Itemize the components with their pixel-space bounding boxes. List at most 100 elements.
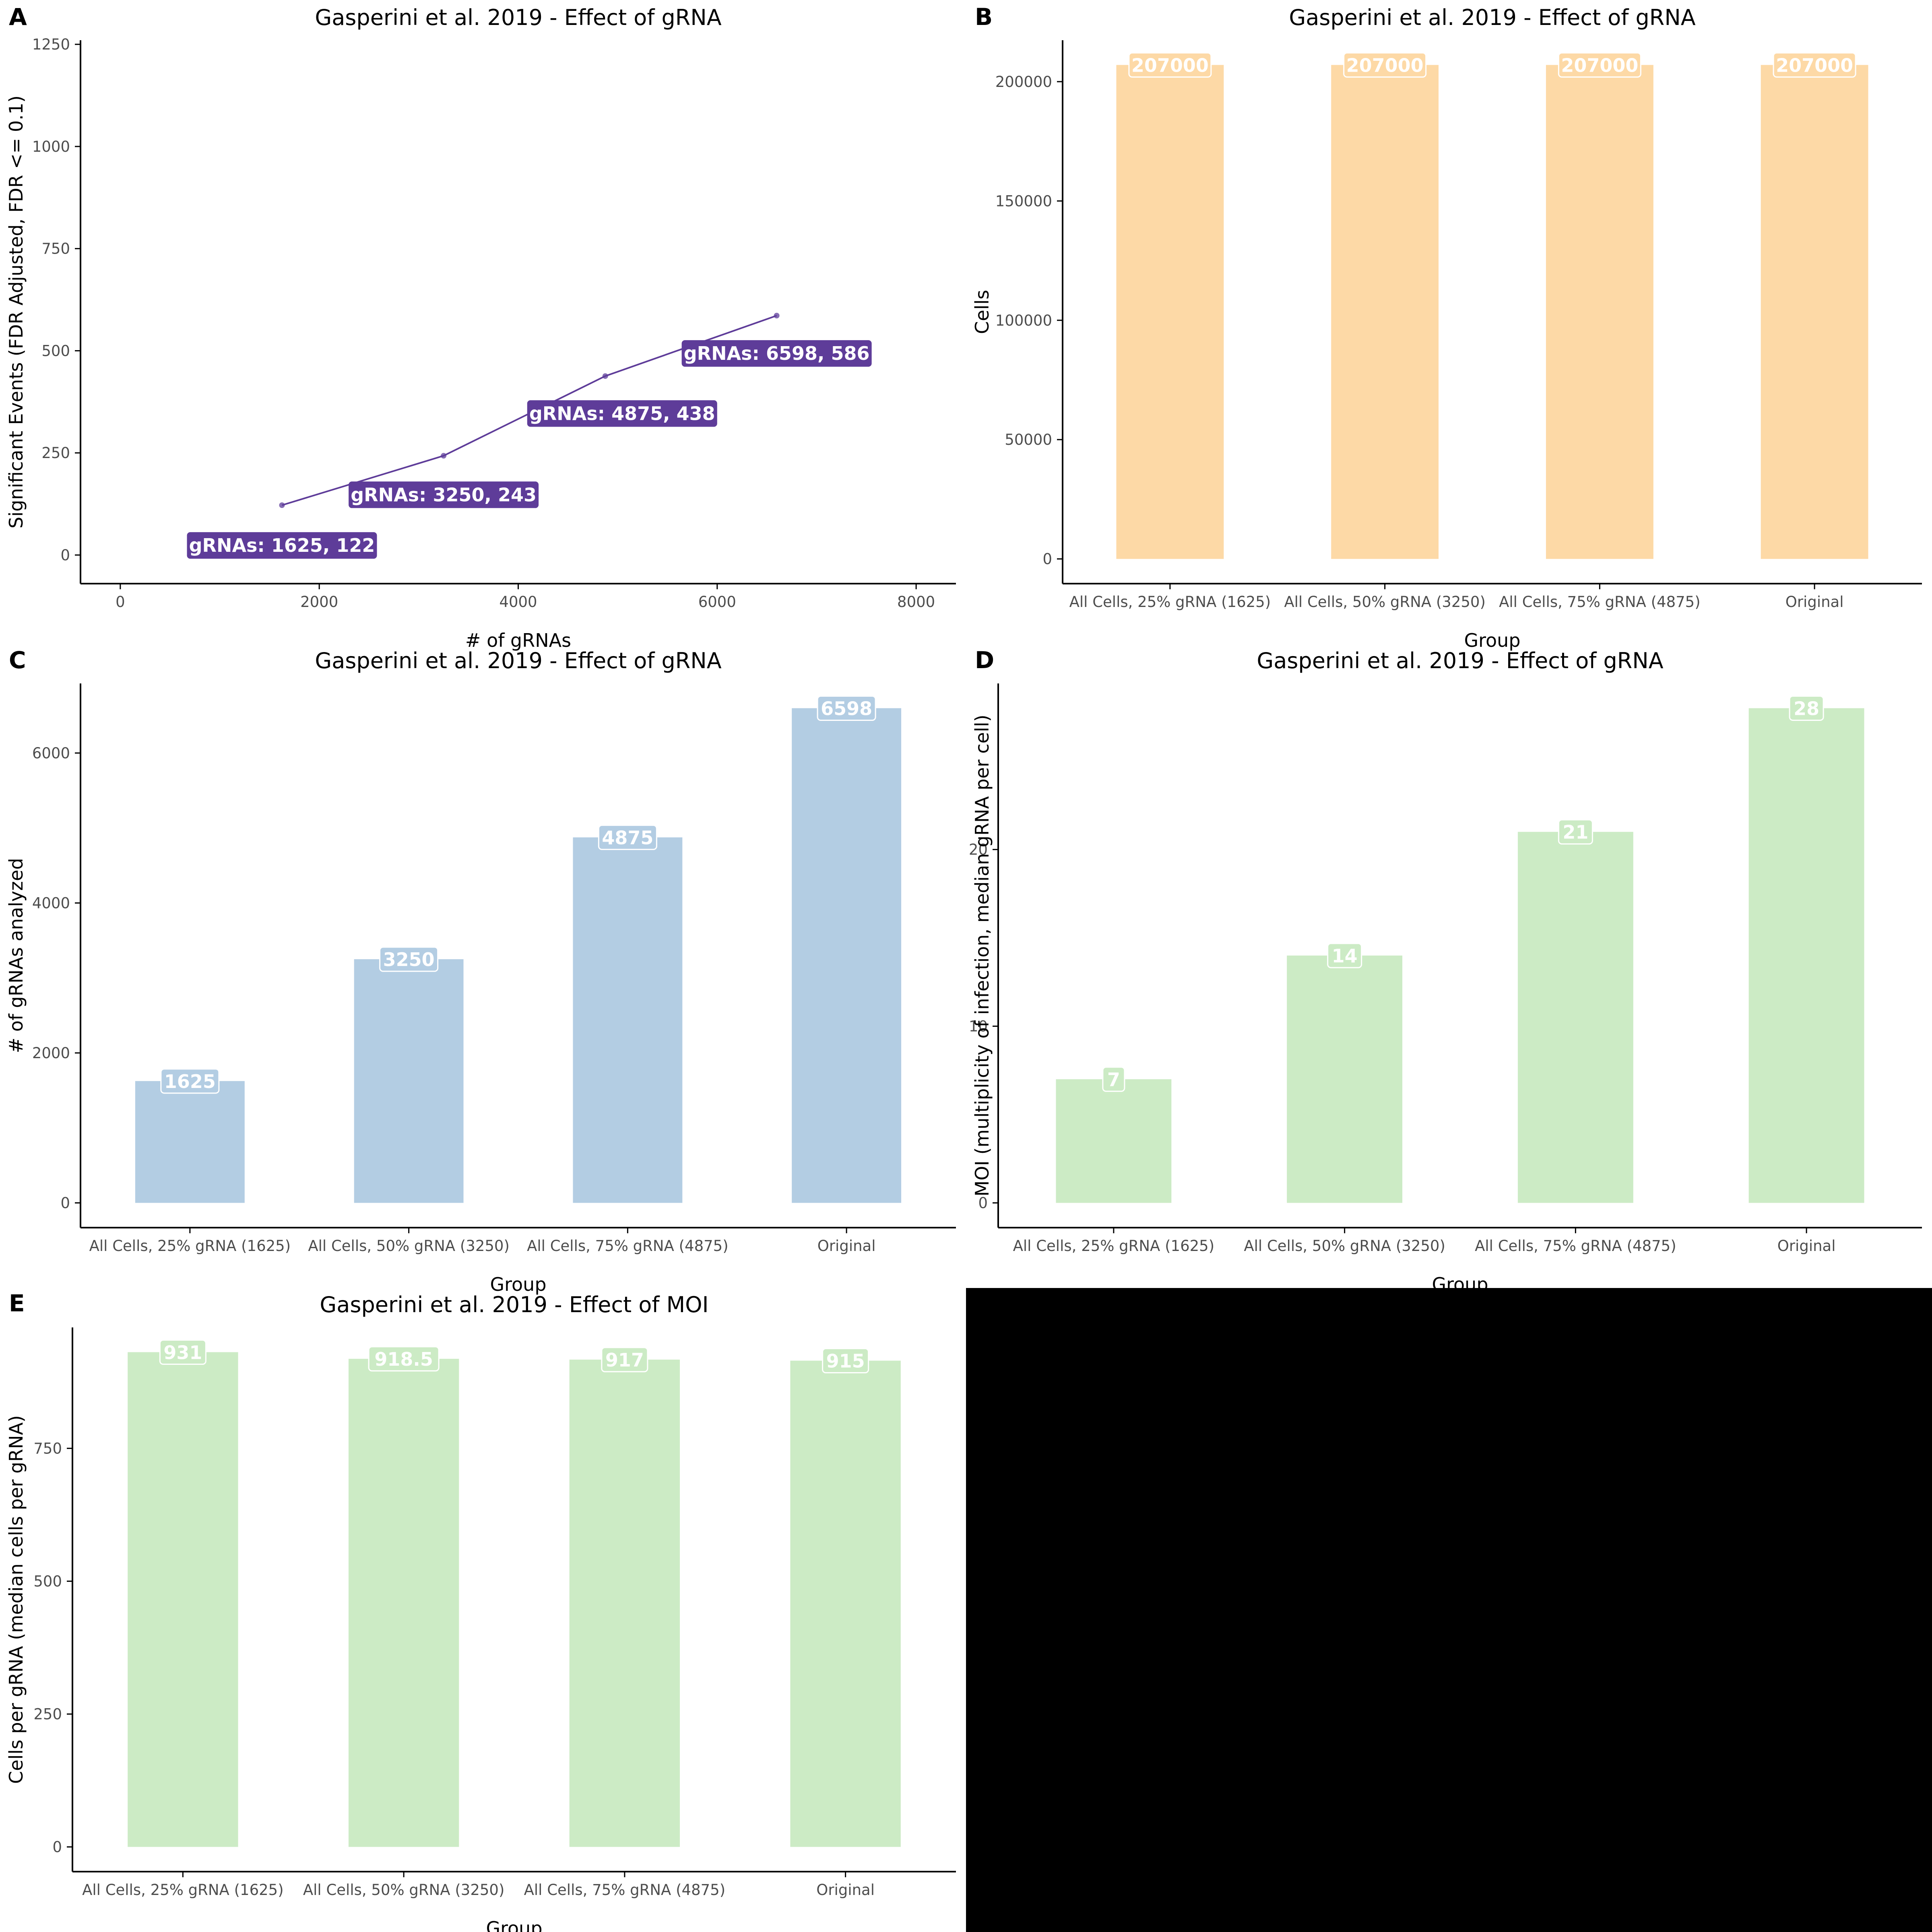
bar-label: 1625	[164, 1071, 216, 1092]
bar-label-box	[160, 1068, 220, 1094]
bar-label: 917	[605, 1349, 644, 1371]
bar-label-box	[601, 1347, 648, 1373]
y-tick-label: 0	[52, 1839, 62, 1856]
x-tick-label: Original	[816, 1881, 875, 1899]
y-tick-label: 0	[978, 1195, 988, 1212]
panel-c: C Gasperini et al. 2019 - Effect of gRNA 0…	[5, 646, 956, 1295]
y-tick-label: 10	[969, 1018, 988, 1035]
bar	[128, 1352, 238, 1847]
bar-label: 918.5	[374, 1348, 433, 1370]
bar-label: 6598	[821, 698, 872, 719]
panel-a: A Gasperini et al. 2019 - Effect of gRNA 0…	[5, 3, 956, 651]
chart-title: Gasperini et al. 2019 - Effect of gRNA	[315, 5, 721, 30]
y-tick-label: 50000	[1005, 431, 1052, 448]
bar	[1546, 65, 1653, 559]
y-tick-label: 750	[33, 1440, 62, 1457]
chart-title: Gasperini et al. 2019 - Effect of gRNA	[1257, 648, 1663, 673]
bar-label-box	[1102, 1066, 1125, 1092]
bar	[1287, 956, 1403, 1203]
x-tick-label: 2000	[300, 593, 338, 611]
x-tick-label: All Cells, 50% gRNA (3250)	[1244, 1237, 1445, 1255]
y-tick-label: 6000	[32, 745, 70, 762]
y-tick-label: 500	[41, 342, 70, 359]
x-tick-label: All Cells, 25% gRNA (1625)	[89, 1237, 291, 1255]
y-axis-title: Cells per gRNA (median cells per gRNA)	[5, 1415, 27, 1784]
bar	[1761, 65, 1868, 559]
bar-label-box	[368, 1346, 440, 1372]
x-tick-label: All Cells, 25% gRNA (1625)	[1069, 593, 1271, 611]
bar-label-box	[598, 824, 657, 850]
bar-label-box	[379, 946, 439, 972]
y-tick-label: 0	[1042, 551, 1052, 568]
bar-label-box	[1558, 819, 1593, 845]
empty-panel-area	[966, 1288, 1932, 1932]
x-axis-title: # of gRNAs	[465, 630, 571, 651]
data-point	[774, 313, 780, 319]
bar-label: 28	[1794, 698, 1819, 719]
panel-letter: D	[975, 646, 994, 674]
point-label: gRNAs: 6598, 586	[684, 343, 870, 364]
bar-label: 4875	[602, 827, 653, 848]
y-tick-label: 2000	[32, 1044, 70, 1062]
panel-letter: A	[9, 3, 27, 31]
bar-label-box	[1343, 52, 1427, 78]
x-tick-label: All Cells, 50% gRNA (3250)	[1284, 593, 1486, 611]
x-axis-title: Group	[1464, 630, 1520, 651]
bar-label: 21	[1563, 822, 1588, 843]
bar-label-box	[1327, 943, 1362, 968]
panel-letter: B	[975, 3, 993, 31]
y-axis-title: Cells	[971, 290, 993, 334]
x-tick-label: All Cells, 25% gRNA (1625)	[1013, 1237, 1215, 1255]
bar-label-box	[159, 1339, 206, 1365]
bar	[135, 1081, 245, 1203]
bar-label: 207000	[1346, 54, 1424, 76]
bar	[348, 1358, 459, 1847]
bar-label-box	[1773, 52, 1856, 78]
y-axis-title: Significant Events (FDR Adjusted, FDR <=…	[5, 95, 27, 528]
point-label: gRNAs: 1625, 122	[189, 535, 375, 556]
x-tick-label: Original	[1785, 593, 1844, 611]
bar-label: 931	[163, 1342, 202, 1363]
bar-label: 915	[826, 1350, 865, 1372]
data-point	[441, 453, 447, 459]
x-tick-label: Original	[817, 1237, 876, 1255]
bar	[792, 708, 902, 1203]
y-axis-title: MOI (multiplicity of infection, median g…	[971, 714, 993, 1196]
bar	[1056, 1079, 1172, 1203]
bar-label: 14	[1332, 945, 1358, 967]
bar	[1116, 65, 1224, 559]
bar-label: 207000	[1776, 54, 1853, 76]
x-tick-label: All Cells, 75% gRNA (4875)	[524, 1881, 726, 1899]
point-label: gRNAs: 3250, 243	[351, 484, 537, 506]
panel-d: D Gasperini et al. 2019 - Effect of gRNA 0…	[969, 646, 1922, 1295]
x-tick-label: All Cells, 25% gRNA (1625)	[82, 1881, 284, 1899]
panel-b: B Gasperini et al. 2019 - Effect of gRNA 0…	[971, 3, 1922, 651]
x-tick-label: 0	[116, 593, 125, 611]
bar-label-box	[1128, 52, 1212, 78]
y-tick-label: 250	[41, 444, 70, 462]
x-tick-label: All Cells, 75% gRNA (4875)	[527, 1237, 729, 1255]
y-tick-label: 0	[60, 547, 70, 564]
x-axis-title: Group	[486, 1918, 542, 1932]
y-axis-title: # of gRNAs analyzed	[5, 858, 27, 1053]
panel-letter: E	[9, 1290, 25, 1317]
x-tick-label: All Cells, 75% gRNA (4875)	[1475, 1237, 1676, 1255]
point-label-box	[187, 532, 377, 559]
bar	[1331, 65, 1439, 559]
y-tick-label: 750	[41, 240, 70, 258]
y-tick-label: 1000	[32, 138, 70, 155]
bar	[569, 1359, 680, 1847]
y-tick-label: 4000	[32, 894, 70, 912]
bar-label: 7	[1107, 1069, 1120, 1090]
bar-label-box	[817, 695, 876, 721]
bar-label-box	[1789, 695, 1824, 721]
y-tick-label: 0	[60, 1195, 70, 1212]
x-tick-label: All Cells, 75% gRNA (4875)	[1499, 593, 1701, 611]
y-tick-label: 500	[33, 1573, 62, 1590]
y-tick-label: 200000	[995, 73, 1052, 91]
bar-label: 207000	[1131, 54, 1209, 76]
point-label-box	[681, 340, 872, 367]
bar-label: 3250	[383, 949, 435, 970]
y-tick-label: 150000	[995, 192, 1052, 210]
